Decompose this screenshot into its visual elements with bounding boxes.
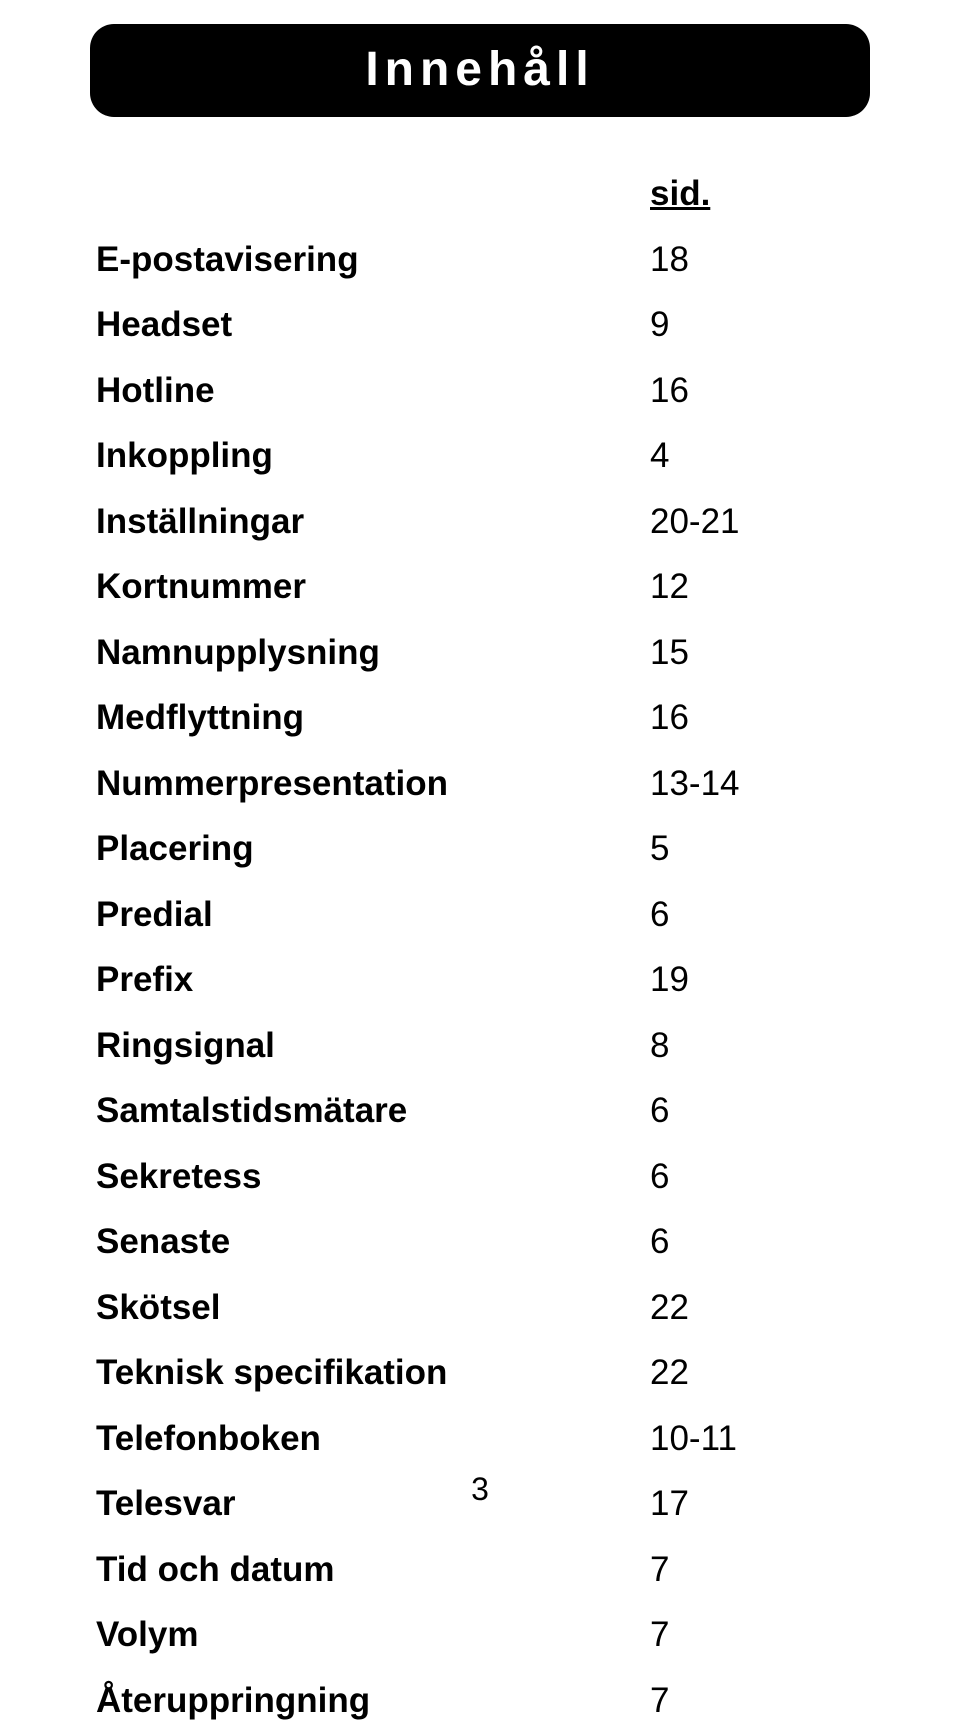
toc-row-label: E-postavisering — [96, 237, 650, 283]
toc-row-label: Namnupplysning — [96, 630, 650, 676]
toc-row-page: 6 — [650, 1088, 870, 1134]
toc-row-label: Återuppringning — [96, 1678, 650, 1723]
toc-row-label: Placering — [96, 826, 650, 872]
toc-header-spacer — [96, 171, 650, 217]
page-title: Innehåll — [90, 42, 870, 97]
toc-row-label: Sekretess — [96, 1154, 650, 1200]
toc-row-page: 20-21 — [650, 499, 870, 545]
toc-row-label: Kortnummer — [96, 564, 650, 610]
toc-row-page: 5 — [650, 826, 870, 872]
toc-column-header: sid. — [650, 171, 870, 217]
toc-row-page: 16 — [650, 368, 870, 414]
toc-row-label: Teknisk specifikation — [96, 1350, 650, 1396]
toc-row-page: 7 — [650, 1612, 870, 1658]
toc-row-page: 18 — [650, 237, 870, 283]
toc-row-label: Predial — [96, 892, 650, 938]
toc-row-label: Hotline — [96, 368, 650, 414]
toc-row-label: Inställningar — [96, 499, 650, 545]
toc-row-page: 7 — [650, 1547, 870, 1593]
toc-row-label: Prefix — [96, 957, 650, 1003]
page-number: 3 — [0, 1471, 960, 1508]
toc-row-label: Headset — [96, 302, 650, 348]
toc-row-page: 9 — [650, 302, 870, 348]
header-box: Innehåll — [90, 24, 870, 117]
toc-row-label: Samtalstidsmätare — [96, 1088, 650, 1134]
toc-row-page: 4 — [650, 433, 870, 479]
toc-row-page: 22 — [650, 1350, 870, 1396]
toc-row-page: 6 — [650, 1219, 870, 1265]
toc-row-label: Inkoppling — [96, 433, 650, 479]
toc-row-page: 6 — [650, 892, 870, 938]
toc-row-label: Nummerpresentation — [96, 761, 650, 807]
toc-row-label: Skötsel — [96, 1285, 650, 1331]
toc-row-page: 8 — [650, 1023, 870, 1069]
toc-row-page: 13-14 — [650, 761, 870, 807]
toc-row-label: Medflyttning — [96, 695, 650, 741]
toc-row-page: 16 — [650, 695, 870, 741]
toc-row-label: Ringsignal — [96, 1023, 650, 1069]
toc-row-label: Tid och datum — [96, 1547, 650, 1593]
toc-row-page: 19 — [650, 957, 870, 1003]
page: Innehåll sid. E-postavisering 18 Headset… — [0, 0, 960, 1568]
toc-row-label: Telefonboken — [96, 1416, 650, 1462]
toc-row-page: 10-11 — [650, 1416, 870, 1462]
toc-row-label: Volym — [96, 1612, 650, 1658]
toc-row-label: Senaste — [96, 1219, 650, 1265]
toc-row-page: 6 — [650, 1154, 870, 1200]
toc-row-page: 12 — [650, 564, 870, 610]
toc-row-page: 7 — [650, 1678, 870, 1723]
toc-row-page: 22 — [650, 1285, 870, 1331]
toc-row-page: 15 — [650, 630, 870, 676]
